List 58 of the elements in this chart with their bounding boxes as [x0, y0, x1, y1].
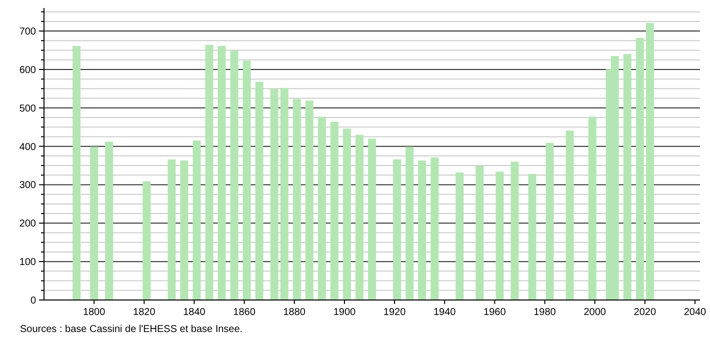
- bar: [342, 128, 351, 300]
- bar: [292, 99, 301, 300]
- bar: [90, 146, 98, 300]
- bar: [318, 116, 326, 300]
- bar: [330, 122, 338, 300]
- bar: [528, 174, 536, 300]
- y-tick-label: 100: [19, 257, 36, 268]
- y-tick-label: 200: [19, 218, 36, 230]
- bar: [72, 46, 81, 300]
- bar: [456, 172, 464, 300]
- bar: [636, 38, 644, 300]
- y-tick-label: 300: [19, 180, 36, 192]
- bar: [255, 82, 264, 300]
- bar: [393, 159, 402, 300]
- x-tick-label: 1920: [383, 307, 406, 318]
- x-tick-label: 1940: [433, 307, 456, 318]
- bar: [430, 157, 439, 300]
- bar: [368, 138, 376, 300]
- source-note: Sources : base Cassini de l'EHESS et base Insee.: [20, 324, 243, 335]
- bar: [646, 22, 654, 300]
- x-tick-label: 2000: [584, 307, 606, 318]
- bar: [496, 172, 504, 300]
- x-tick-label: 1900: [333, 307, 356, 318]
- y-tick-label: 500: [19, 103, 36, 114]
- x-tick-label: 1820: [133, 307, 156, 318]
- y-tick-label: 700: [19, 26, 36, 38]
- bar: [205, 44, 214, 300]
- x-tick-label: 1960: [484, 307, 506, 318]
- bar: [476, 166, 484, 300]
- bar: [510, 162, 519, 300]
- y-tick-label: 400: [19, 142, 36, 153]
- bar: [406, 146, 414, 300]
- bar: [180, 160, 188, 300]
- bar: [218, 46, 226, 300]
- bar: [546, 142, 554, 300]
- y-tick-label: 0: [30, 296, 36, 306]
- bar: [105, 142, 114, 300]
- bar: [566, 130, 574, 300]
- x-tick-label: 1880: [283, 307, 306, 318]
- x-tick-label: 2040: [684, 307, 707, 318]
- bar: [270, 89, 278, 300]
- bar: [623, 54, 632, 300]
- x-tick-label: 1840: [183, 307, 206, 318]
- x-tick-label: 1860: [233, 307, 256, 318]
- y-tick-label: 600: [19, 64, 36, 76]
- bar: [242, 60, 251, 300]
- bar: [192, 140, 201, 300]
- bar: [355, 134, 364, 300]
- bar: [168, 159, 176, 300]
- bar: [305, 100, 314, 300]
- bar: [588, 116, 596, 300]
- bar: [280, 88, 288, 300]
- bar: [142, 181, 151, 300]
- x-tick-label: 1980: [534, 307, 556, 318]
- bar: [230, 50, 238, 300]
- x-tick-label: 1800: [82, 307, 106, 318]
- x-tick-label: 2020: [634, 307, 656, 318]
- bar: [418, 160, 426, 300]
